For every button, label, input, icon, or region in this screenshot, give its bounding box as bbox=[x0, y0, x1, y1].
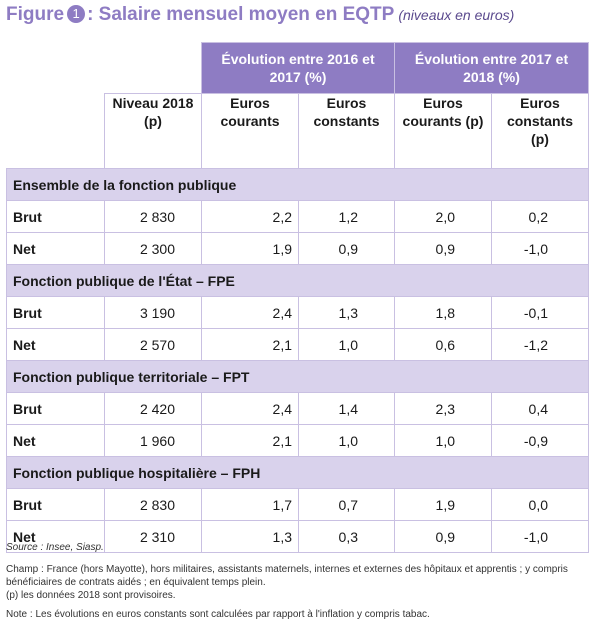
blank-cell bbox=[104, 42, 202, 94]
section-label: Fonction publique hospitalière – FPH bbox=[6, 456, 589, 489]
table-row: Net 2 300 1,9 0,9 0,9 -1,0 bbox=[6, 232, 589, 265]
value-cell: 0,6 bbox=[394, 328, 492, 361]
column-header-euros-constants-2018: Euros constants (p) bbox=[491, 93, 589, 169]
value-cell: 2 830 bbox=[104, 200, 202, 233]
value-cell: 1,8 bbox=[394, 296, 492, 329]
section-label: Fonction publique territoriale – FPT bbox=[6, 360, 589, 393]
figure-number-badge: 1 bbox=[67, 5, 86, 23]
row-label: Net bbox=[6, 424, 105, 457]
column-header-niveau: Niveau 2018 (p) bbox=[104, 93, 202, 169]
value-cell: 2,4 bbox=[201, 296, 299, 329]
value-cell: 0,7 bbox=[298, 488, 395, 521]
value-cell: 1,0 bbox=[394, 424, 492, 457]
row-label: Net bbox=[6, 520, 105, 553]
value-cell: -1,2 bbox=[491, 328, 589, 361]
value-cell: -0,9 bbox=[491, 424, 589, 457]
method-note: Note : Les évolutions en euros constants… bbox=[6, 609, 430, 620]
value-cell: 1,7 bbox=[201, 488, 299, 521]
value-cell: 1,3 bbox=[298, 296, 395, 329]
row-label: Brut bbox=[6, 392, 105, 425]
figure-subtitle: (niveaux en euros) bbox=[398, 7, 515, 23]
column-header-euros-courants-2017: Euros courants bbox=[201, 93, 299, 169]
value-cell: 0,2 bbox=[491, 200, 589, 233]
value-cell: 2 420 bbox=[104, 392, 202, 425]
value-cell: -0,1 bbox=[491, 296, 589, 329]
blank-cell bbox=[6, 42, 105, 94]
value-cell: 0,9 bbox=[298, 232, 395, 265]
figure-title: Figure 1: Salaire mensuel moyen en EQTP (n… bbox=[6, 4, 514, 26]
value-cell: 1,0 bbox=[298, 424, 395, 457]
scope-note: Champ : France (hors Mayotte), hors mili… bbox=[6, 564, 568, 588]
value-cell: 2 310 bbox=[104, 520, 202, 553]
row-label: Brut bbox=[6, 488, 105, 521]
value-cell: 1,9 bbox=[201, 232, 299, 265]
value-cell: -1,0 bbox=[491, 232, 589, 265]
provisional-note: (p) les données 2018 sont provisoires. bbox=[6, 590, 176, 601]
table-row: Net 2 310 1,3 0,3 0,9 -1,0 bbox=[6, 520, 589, 553]
column-header-euros-courants-2018: Euros courants (p) bbox=[394, 93, 492, 169]
value-cell: 0,4 bbox=[491, 392, 589, 425]
value-cell: 2 570 bbox=[104, 328, 202, 361]
blank-cell bbox=[6, 93, 105, 169]
table-row: Brut 3 190 2,4 1,3 1,8 -0,1 bbox=[6, 296, 589, 329]
table-row: Brut 2 830 1,7 0,7 1,9 0,0 bbox=[6, 488, 589, 521]
value-cell: 2,1 bbox=[201, 424, 299, 457]
table-row: Brut 2 830 2,2 1,2 2,0 0,2 bbox=[6, 200, 589, 233]
figure-title-text: : Salaire mensuel moyen en EQTP bbox=[87, 4, 395, 25]
section-row: Fonction publique de l'État – FPE bbox=[6, 264, 589, 297]
row-label: Net bbox=[6, 232, 105, 265]
section-row: Fonction publique hospitalière – FPH bbox=[6, 456, 589, 489]
table-row: Net 1 960 2,1 1,0 1,0 -0,9 bbox=[6, 424, 589, 457]
value-cell: 2,2 bbox=[201, 200, 299, 233]
value-cell: 1,0 bbox=[298, 328, 395, 361]
column-header-euros-constants-2017: Euros constants bbox=[298, 93, 395, 169]
value-cell: 0,0 bbox=[491, 488, 589, 521]
row-label: Brut bbox=[6, 296, 105, 329]
salary-table: Évolution entre 2016 et 2017 (%) Évoluti… bbox=[6, 42, 589, 553]
value-cell: 3 190 bbox=[104, 296, 202, 329]
section-label: Ensemble de la fonction publique bbox=[6, 168, 589, 201]
figure-label: Figure bbox=[6, 4, 65, 25]
section-row: Fonction publique territoriale – FPT bbox=[6, 360, 589, 393]
table-row: Net 2 570 2,1 1,0 0,6 -1,2 bbox=[6, 328, 589, 361]
source-note: Source : Insee, Siasp. bbox=[6, 542, 104, 553]
value-cell: 1,4 bbox=[298, 392, 395, 425]
value-cell: 2,1 bbox=[201, 328, 299, 361]
value-cell: 0,3 bbox=[298, 520, 395, 553]
salary-table-body: Évolution entre 2016 et 2017 (%) Évoluti… bbox=[6, 42, 589, 553]
section-label: Fonction publique de l'État – FPE bbox=[6, 264, 589, 297]
notes-block: Source : Insee, Siasp. Champ : France (h… bbox=[6, 541, 591, 621]
value-cell: 2 300 bbox=[104, 232, 202, 265]
value-cell: 2 830 bbox=[104, 488, 202, 521]
table-row: Brut 2 420 2,4 1,4 2,3 0,4 bbox=[6, 392, 589, 425]
row-label: Net bbox=[6, 328, 105, 361]
value-cell: 2,3 bbox=[394, 392, 492, 425]
column-header-row: Niveau 2018 (p) Euros courants Euros con… bbox=[6, 93, 589, 169]
value-cell: 1,2 bbox=[298, 200, 395, 233]
value-cell: 2,0 bbox=[394, 200, 492, 233]
value-cell: 0,9 bbox=[394, 232, 492, 265]
value-cell: 1,9 bbox=[394, 488, 492, 521]
value-cell: 2,4 bbox=[201, 392, 299, 425]
value-cell: 1 960 bbox=[104, 424, 202, 457]
row-label: Brut bbox=[6, 200, 105, 233]
group-header-row: Évolution entre 2016 et 2017 (%) Évoluti… bbox=[6, 42, 589, 94]
section-row: Ensemble de la fonction publique bbox=[6, 168, 589, 201]
value-cell: -1,0 bbox=[491, 520, 589, 553]
group-header-2017-2018: Évolution entre 2017 et 2018 (%) bbox=[394, 42, 589, 94]
group-header-2016-2017: Évolution entre 2016 et 2017 (%) bbox=[201, 42, 395, 94]
